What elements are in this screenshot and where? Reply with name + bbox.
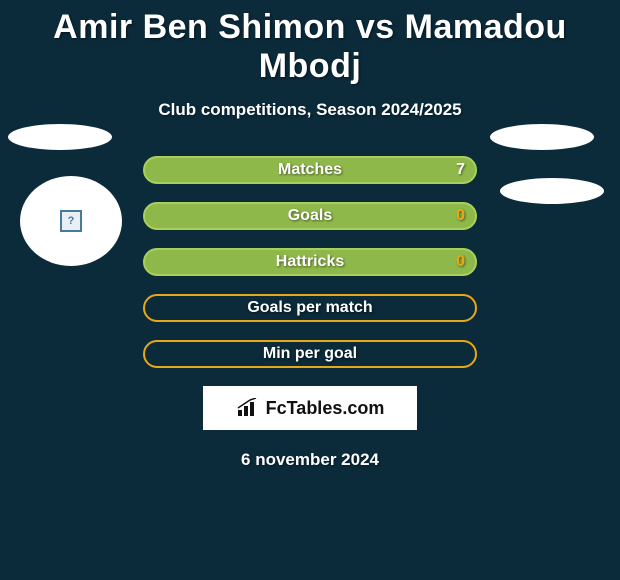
brand-text: FcTables.com bbox=[266, 398, 385, 419]
decor-ellipse-top-right bbox=[490, 124, 594, 150]
stats-area: Matches 7 Goals 0 Hattricks 0 Goals per … bbox=[0, 156, 620, 368]
stat-bar-goals-per-match: Goals per match bbox=[143, 294, 477, 322]
generated-date: 6 november 2024 bbox=[0, 450, 620, 470]
stat-bar-matches: Matches 7 bbox=[143, 156, 477, 184]
stat-label: Min per goal bbox=[263, 345, 357, 363]
brand-box: FcTables.com bbox=[203, 386, 417, 430]
stat-row: Matches 7 bbox=[0, 156, 620, 184]
subtitle: Club competitions, Season 2024/2025 bbox=[0, 100, 620, 120]
stat-bar-min-per-goal: Min per goal bbox=[143, 340, 477, 368]
stat-bar-goals: Goals 0 bbox=[143, 202, 477, 230]
stat-value: 7 bbox=[456, 161, 465, 179]
stat-row: Hattricks 0 bbox=[0, 248, 620, 276]
brand-chart-icon bbox=[236, 398, 262, 418]
stat-label: Hattricks bbox=[276, 253, 344, 271]
page-title: Amir Ben Shimon vs Mamadou Mbodj bbox=[0, 0, 620, 86]
stat-label: Goals per match bbox=[247, 299, 372, 317]
stat-row: Min per goal bbox=[0, 340, 620, 368]
stat-label: Goals bbox=[288, 207, 332, 225]
decor-ellipse-top-left bbox=[8, 124, 112, 150]
stat-label: Matches bbox=[278, 161, 342, 179]
stat-bar-hattricks: Hattricks 0 bbox=[143, 248, 477, 276]
stat-row: Goals 0 bbox=[0, 202, 620, 230]
stat-value: 0 bbox=[456, 253, 465, 271]
stat-row: Goals per match bbox=[0, 294, 620, 322]
stat-value: 0 bbox=[456, 207, 465, 225]
